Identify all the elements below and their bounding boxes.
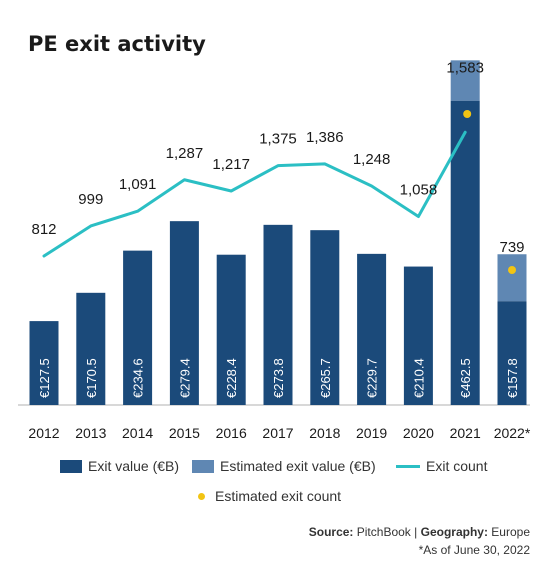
- bar-value-label-2020: €210.4: [411, 358, 426, 398]
- point-estimated-exit-count-2021: [463, 110, 472, 118]
- count-label-2017: 1,375: [259, 131, 297, 148]
- legend-swatch-estimated-exit-count: [198, 492, 205, 500]
- bar-exit-value-2020: [403, 266, 433, 405]
- bar-value-label-2012: €127.5: [37, 358, 52, 398]
- count-label-2020: 1,058: [400, 182, 438, 199]
- chart-title: PE exit activity: [28, 32, 206, 56]
- count-label-2018: 1,386: [306, 129, 344, 146]
- legend-item-estimated-exit-value: Estimated exit value (€B): [192, 458, 376, 474]
- legend-swatch-exit-count: [396, 464, 420, 468]
- legend-label-exit-value: Exit value (€B): [88, 458, 180, 474]
- x-tick-label-2013: 2013: [75, 425, 106, 441]
- x-tick-label-2022*: 2022*: [494, 425, 531, 441]
- x-tick-label-2019: 2019: [356, 425, 387, 441]
- bar-exit-value-2019: [357, 253, 387, 405]
- bar-value-label-2021: €462.5: [458, 358, 473, 398]
- count-label-2012: 812: [31, 221, 56, 238]
- legend-item-estimated-exit-count: Estimated exit count: [192, 488, 341, 504]
- geography-value: Europe: [491, 525, 530, 539]
- bar-value-label-2022*: €157.8: [505, 358, 520, 398]
- bar-value-label-2018: €265.7: [318, 358, 333, 398]
- x-tick-label-2016: 2016: [216, 425, 247, 441]
- legend-item-exit-count: Exit count: [396, 458, 487, 474]
- source-line: Source: PitchBook | Geography: Europe: [309, 525, 530, 539]
- bar-value-label-2016: €228.4: [224, 358, 239, 398]
- bar-exit-value-2016: [216, 254, 246, 405]
- count-label-2014: 1,091: [119, 176, 157, 193]
- count-label-2016: 1,217: [212, 156, 250, 173]
- x-tick-label-2021: 2021: [450, 425, 481, 441]
- legend-label-estimated-exit-count: Estimated exit count: [215, 488, 342, 504]
- bar-value-label-2019: €229.7: [365, 358, 380, 398]
- bar-exit-value-2022*: [497, 301, 527, 405]
- source-value: PitchBook: [356, 525, 411, 539]
- legend-swatch-exit-value: [60, 459, 82, 473]
- source-separator: |: [414, 525, 418, 539]
- bar-exit-value-2015: [169, 221, 199, 405]
- count-label-2015: 1,287: [166, 145, 204, 162]
- source-label: Source:: [308, 525, 354, 539]
- bar-value-label-2014: €234.6: [131, 358, 146, 398]
- legend-label-exit-count: Exit count: [426, 458, 488, 474]
- count-label-2019: 1,248: [353, 151, 391, 168]
- bar-exit-value-2018: [310, 230, 340, 405]
- bar-exit-value-2017: [263, 224, 293, 405]
- bar-estimated-exit-value-2021: [450, 60, 480, 101]
- x-tick-label-2014: 2014: [122, 425, 153, 441]
- bar-estimated-exit-value-2022*: [497, 254, 527, 302]
- x-tick-label-2020: 2020: [403, 425, 434, 441]
- bar-value-label-2017: €273.8: [271, 358, 286, 398]
- bar-exit-value-2013: [76, 292, 106, 405]
- bar-exit-value-2014: [123, 250, 153, 405]
- estimated-count-label-2022*: 739: [499, 239, 524, 256]
- count-label-2021: 1,583: [446, 59, 484, 76]
- count-label-2013: 999: [78, 191, 103, 208]
- bar-value-label-2015: €279.4: [177, 358, 192, 398]
- bar-value-label-2013: €170.5: [84, 358, 99, 398]
- line-exit-count: [42, 130, 467, 258]
- bar-exit-value-2012: [29, 321, 59, 405]
- x-tick-label-2017: 2017: [262, 425, 293, 441]
- point-estimated-exit-count-2022*: [508, 266, 516, 274]
- legend-label-estimated-exit-value: Estimated exit value (€B): [220, 458, 376, 474]
- geography-label: Geography:: [420, 525, 488, 539]
- legend-item-exit-value: Exit value (€B): [60, 458, 179, 474]
- x-tick-label-2018: 2018: [309, 425, 340, 441]
- footnote: *As of June 30, 2022: [418, 543, 530, 557]
- legend-swatch-estimated-exit-value: [192, 459, 214, 473]
- x-tick-label-2015: 2015: [169, 425, 200, 441]
- x-tick-label-2012: 2012: [28, 425, 59, 441]
